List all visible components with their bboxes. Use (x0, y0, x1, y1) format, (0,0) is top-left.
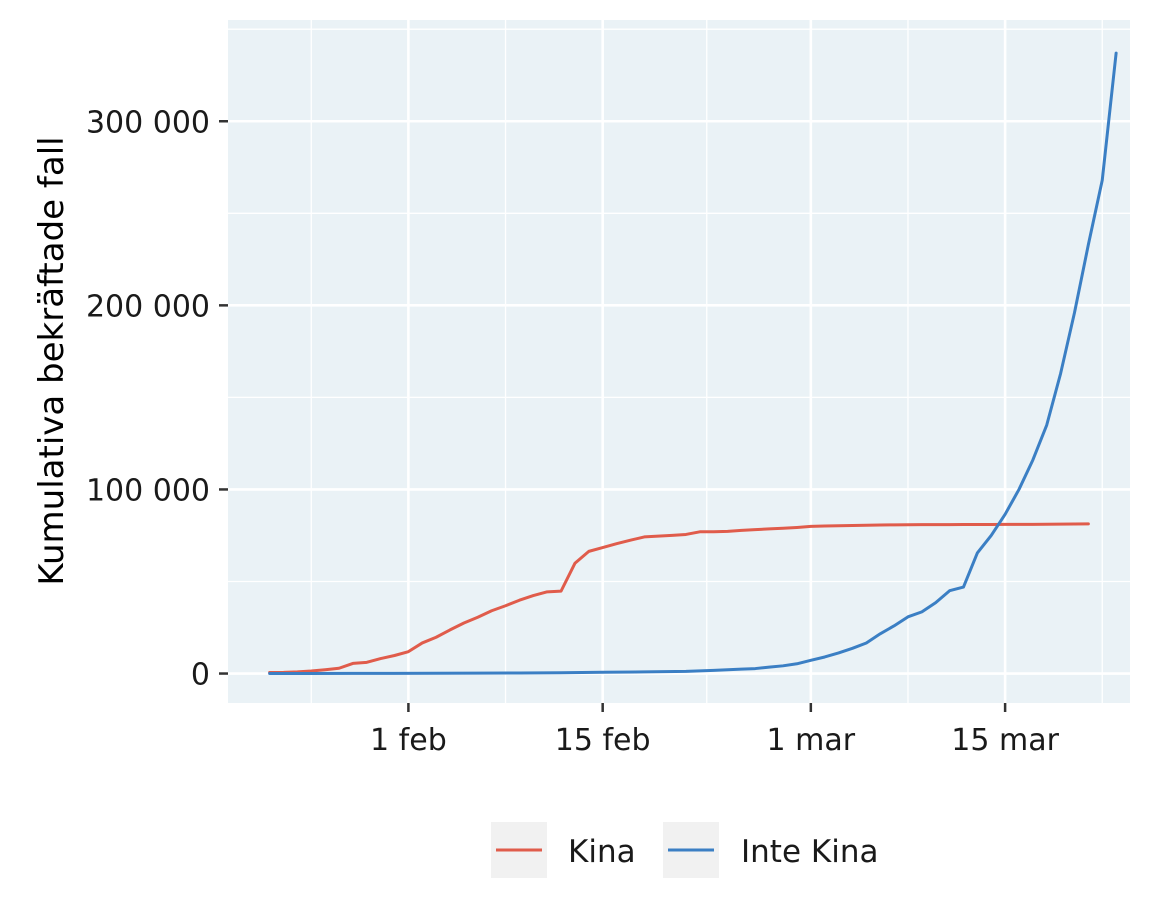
x-tick-label: 1 mar (767, 723, 856, 758)
x-tick-label: 15 feb (555, 723, 651, 758)
series-lines (268, 51, 1118, 676)
major-gridlines (228, 20, 1130, 703)
y-tick-label: 300 000 (86, 105, 210, 140)
series-line-inte-kina (268, 51, 1118, 676)
minor-gridlines (228, 20, 1130, 703)
legend-label-inte-kina: Inte Kina (741, 834, 878, 870)
y-axis-title: Kumulativa bekräftade fall (32, 136, 72, 585)
legend-label-kina: Kina (568, 834, 636, 870)
x-axis: 1 feb 15 feb 1 mar 15 mar (370, 703, 1060, 758)
legend-item-kina: Kina (491, 822, 636, 878)
y-tick-label: 0 (191, 658, 210, 693)
y-tick-label: 200 000 (86, 289, 210, 324)
legend: Kina Inte Kina (491, 822, 878, 878)
y-tick-label: 100 000 (86, 473, 210, 508)
plot-panel (228, 20, 1130, 703)
x-tick-label: 15 mar (951, 723, 1059, 758)
x-tick-label: 1 feb (370, 723, 447, 758)
legend-item-inte-kina: Inte Kina (663, 822, 878, 878)
series-line-kina (268, 522, 1090, 675)
y-axis: 0 100 000 200 000 300 000 (86, 105, 228, 693)
